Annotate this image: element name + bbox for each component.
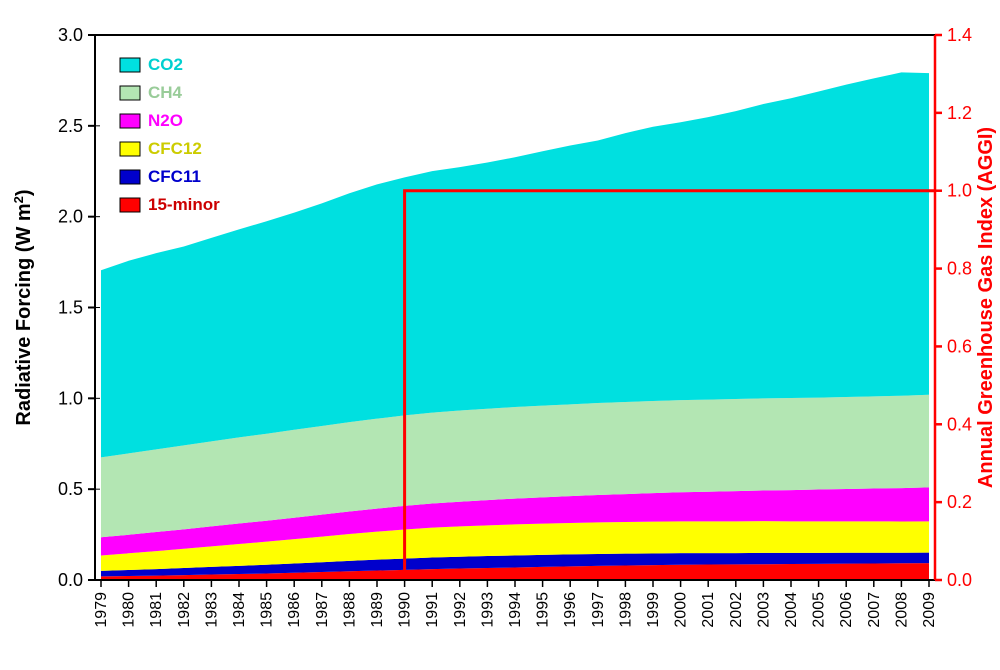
xtick-label: 1999 <box>645 592 662 628</box>
ytick-label-left: 0.5 <box>58 479 83 499</box>
xtick-label: 1985 <box>259 592 276 628</box>
legend-swatch-n2o <box>120 114 140 128</box>
legend-swatch-cfc11 <box>120 170 140 184</box>
xtick-label: 1997 <box>590 592 607 628</box>
ytick-label-left: 3.0 <box>58 25 83 45</box>
xtick-label: 1981 <box>148 592 165 628</box>
xtick-label: 1979 <box>93 592 110 628</box>
xtick-label: 1987 <box>314 592 331 628</box>
legend-label-co2: CO2 <box>148 55 183 74</box>
ytick-label-right: 0.6 <box>947 336 972 356</box>
xtick-label: 2003 <box>755 592 772 628</box>
xtick-label: 1996 <box>562 592 579 628</box>
ytick-label-right: 0.0 <box>947 570 972 590</box>
xtick-label: 2005 <box>811 592 828 628</box>
ytick-label-left: 2.5 <box>58 116 83 136</box>
xtick-label: 1988 <box>341 592 358 628</box>
xtick-label: 2000 <box>673 592 690 628</box>
xtick-label: 2008 <box>893 592 910 628</box>
xtick-label: 2007 <box>866 592 883 628</box>
xtick-label: 1991 <box>424 592 441 628</box>
legend-label-cfc11: CFC11 <box>148 167 201 186</box>
legend-swatch-co2 <box>120 58 140 72</box>
xtick-label: 1982 <box>176 592 193 628</box>
ytick-label-right: 1.4 <box>947 25 972 45</box>
xtick-label: 1993 <box>479 592 496 628</box>
xtick-label: 1986 <box>286 592 303 628</box>
ytick-label-right: 0.4 <box>947 414 972 434</box>
ytick-label-left: 2.0 <box>58 207 83 227</box>
xtick-label: 1983 <box>203 592 220 628</box>
xtick-label: 2002 <box>728 592 745 628</box>
ytick-label-left: 1.0 <box>58 388 83 408</box>
legend-swatch-minor15 <box>120 198 140 212</box>
xtick-label: 1995 <box>535 592 552 628</box>
y-axis-right-label: Annual Greenhouse Gas Index (AGGI) <box>975 127 997 488</box>
xtick-label: 1992 <box>452 592 469 628</box>
chart-container: 0.0 0.5 1.0 1.5 2.0 2.5 3.0 0.0 0.2 0.4 0.6 0.8 1.0 1… <box>0 0 1000 670</box>
ytick-label-right: 0.8 <box>947 259 972 279</box>
xtick-label: 1980 <box>121 592 138 628</box>
legend-swatch-cfc12 <box>120 142 140 156</box>
ytick-label-left: 0.0 <box>58 570 83 590</box>
y-axis-left-label: Radiative Forcing (W m2) <box>11 189 36 425</box>
xtick-label: 2009 <box>921 592 938 628</box>
legend-label-n2o: N2O <box>148 111 183 130</box>
ytick-label-left: 1.5 <box>58 298 83 318</box>
xtick-label: 2006 <box>838 592 855 628</box>
xtick-label: 2004 <box>783 592 800 628</box>
legend-label-cfc12: CFC12 <box>148 139 202 158</box>
ytick-label-right: 0.2 <box>947 492 972 512</box>
xtick-label: 1990 <box>397 592 414 628</box>
xtick-label: 1998 <box>617 592 634 628</box>
legend-label-ch4: CH4 <box>148 83 183 102</box>
xtick-label: 1989 <box>369 592 386 628</box>
xtick-label: 1984 <box>231 592 248 628</box>
stacked-area-chart: 0.0 0.5 1.0 1.5 2.0 2.5 3.0 0.0 0.2 0.4 0.6 0.8 1.0 1… <box>0 0 1000 670</box>
xtick-label: 1994 <box>507 592 524 628</box>
ytick-label-right: 1.0 <box>947 181 972 201</box>
ytick-label-right: 1.2 <box>947 103 972 123</box>
legend-swatch-ch4 <box>120 86 140 100</box>
xtick-label: 2001 <box>700 592 717 628</box>
legend-label-minor15: 15-minor <box>148 195 220 214</box>
